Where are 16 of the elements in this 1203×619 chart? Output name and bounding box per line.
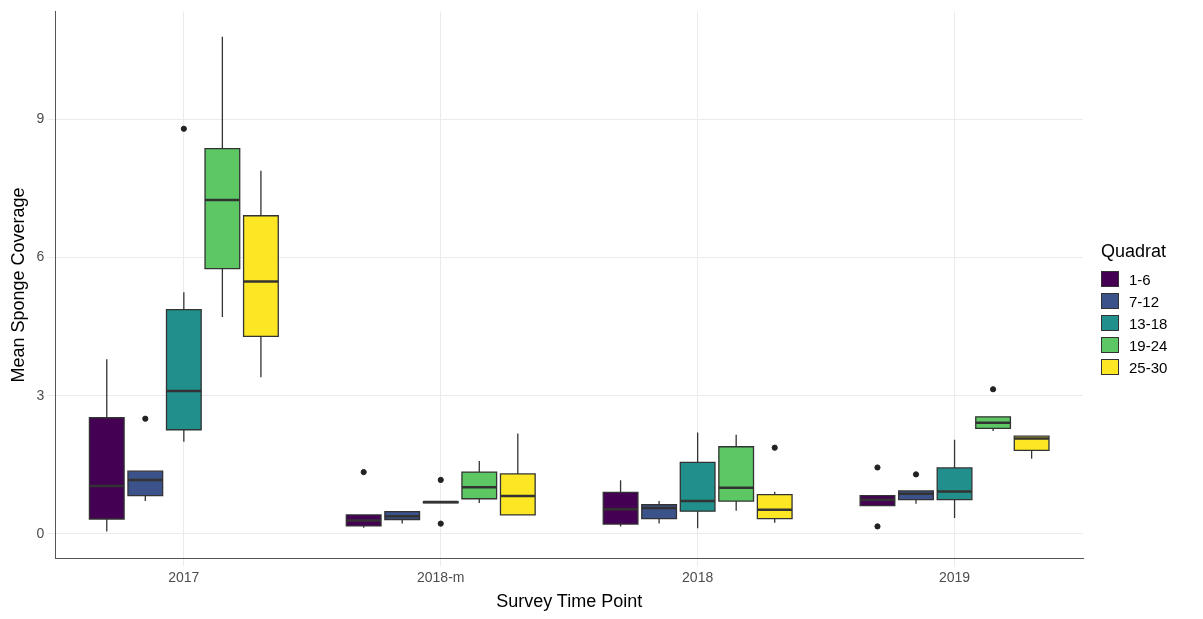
y-tick-label: 3 <box>36 386 45 403</box>
x-tick-label: 2017 <box>168 568 200 585</box>
legend-label: 25-30 <box>1129 358 1168 376</box>
x-tick-label: 2018 <box>682 568 714 585</box>
x-tick-label: 2018-m <box>417 568 465 585</box>
legend-title: Quadrat <box>1101 241 1168 262</box>
y-tick-label: 0 <box>36 524 45 541</box>
y-tick-label: 9 <box>36 110 45 127</box>
legend-label: 7-12 <box>1129 292 1160 310</box>
legend-label: 19-24 <box>1129 336 1168 354</box>
y-axis-title: Mean Sponge Coverage <box>7 187 28 383</box>
legend-label: 1-6 <box>1129 270 1151 288</box>
legend-label: 13-18 <box>1129 314 1168 332</box>
y-tick-label: 6 <box>36 248 45 265</box>
x-axis-title: Survey Time Point <box>496 591 643 612</box>
x-tick-label: 2019 <box>938 568 971 585</box>
